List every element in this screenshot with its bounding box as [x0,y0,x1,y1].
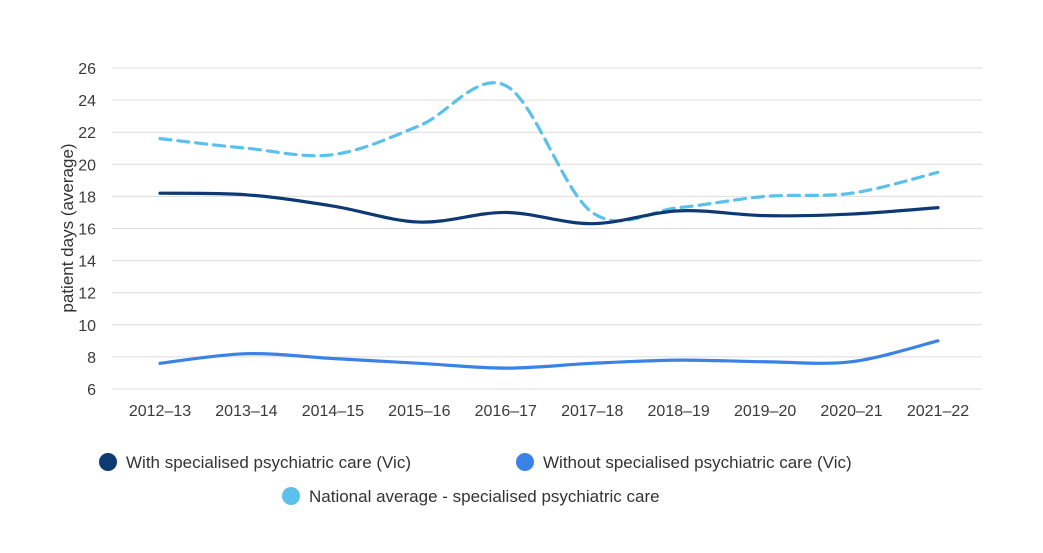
y-tick-label: 14 [78,254,96,271]
x-axis-ticks: 2012–13 2013–14 2014–15 2015–16 2016–17 2017–… [129,403,969,420]
x-tick-label: 2021–22 [907,403,969,420]
legend-label-1: With specialised psychiatric care (Vic) [126,453,411,472]
y-tick-label: 6 [87,382,96,399]
x-tick-label: 2013–14 [215,403,277,420]
x-tick-label: 2020–21 [820,403,882,420]
y-axis-label: patient days (average) [58,143,77,312]
series-lines [158,81,940,370]
series-line-2 [158,339,940,370]
y-tick-label: 10 [78,318,96,335]
x-tick-label: 2017–18 [561,403,623,420]
y-tick-label: 20 [78,157,96,174]
legend: With specialised psychiatric care (Vic) W… [99,453,852,506]
x-tick-label: 2015–16 [388,403,450,420]
x-tick-label: 2018–19 [648,403,710,420]
x-tick-label: 2019–20 [734,403,796,420]
y-tick-label: 18 [78,189,96,206]
y-tick-label: 26 [78,61,96,78]
legend-swatch-1 [99,453,117,471]
series-line-1 [158,191,940,226]
x-tick-label: 2014–15 [302,403,364,420]
y-tick-label: 22 [78,125,96,142]
y-tick-label: 8 [87,350,96,367]
legend-label-3: National average - specialised psychiatr… [309,487,660,506]
gridlines [112,67,982,390]
legend-label-2: Without specialised psychiatric care (Vi… [543,453,852,472]
y-tick-label: 12 [78,286,96,303]
legend-swatch-2 [516,453,534,471]
series-line-3 [158,81,940,223]
y-tick-label: 16 [78,222,96,239]
x-tick-label: 2012–13 [129,403,191,420]
y-axis-ticks: 6 8 10 12 14 16 18 20 22 24 26 [78,61,96,399]
x-tick-label: 2016–17 [475,403,537,420]
legend-swatch-3 [282,487,300,505]
y-tick-label: 24 [78,93,96,110]
